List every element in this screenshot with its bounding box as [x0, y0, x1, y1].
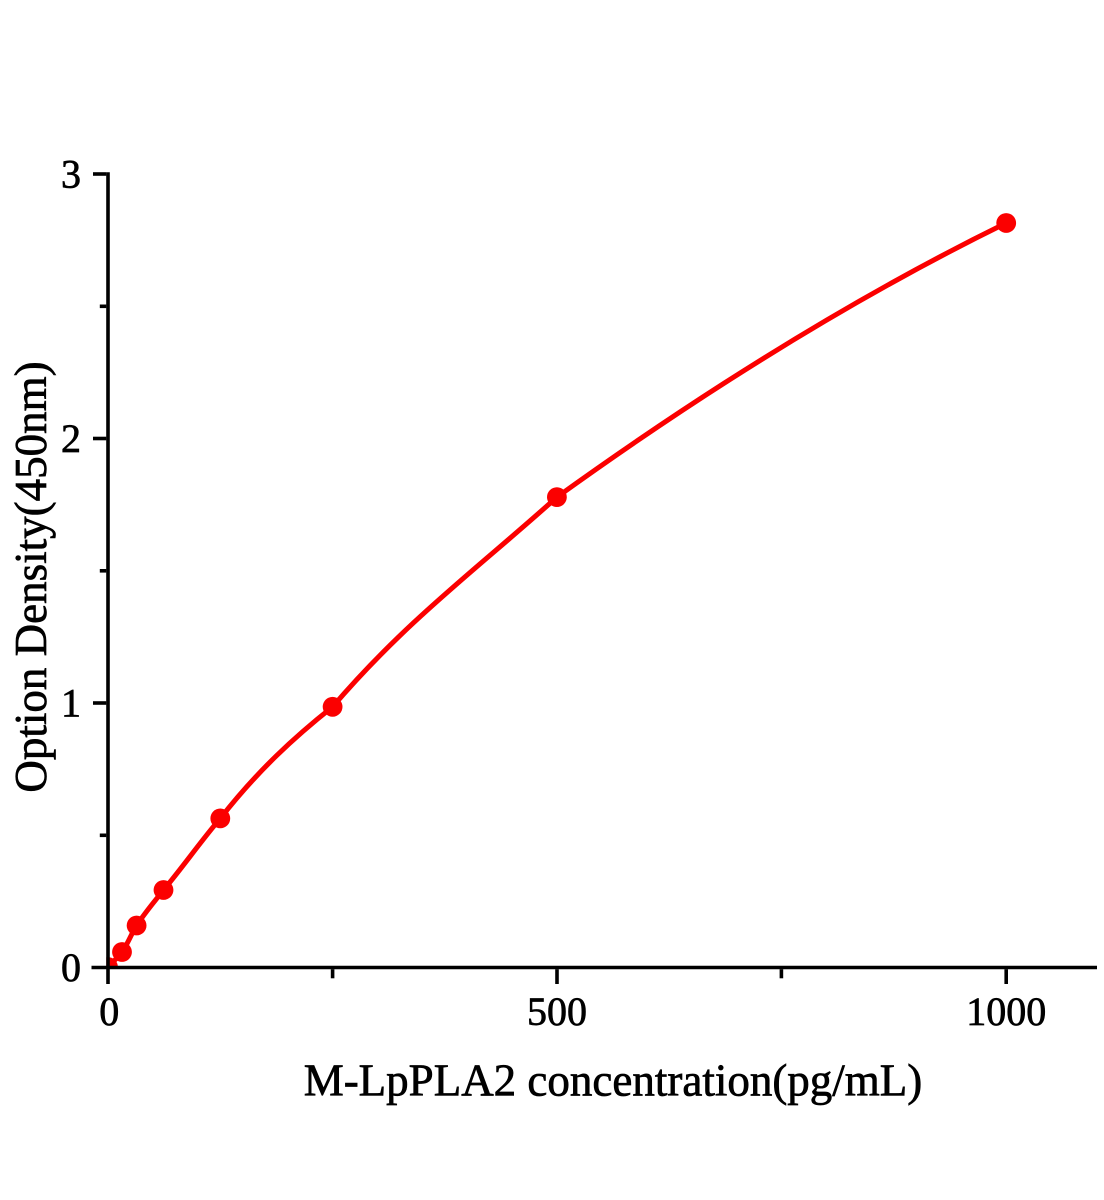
svg-text:1000: 1000 [966, 989, 1046, 1034]
svg-text:3: 3 [61, 151, 81, 196]
svg-text:M-LpPLA2 concentration(pg/mL): M-LpPLA2 concentration(pg/mL) [304, 1056, 923, 1106]
svg-text:Option Density(450nm): Option Density(450nm) [6, 361, 56, 792]
svg-text:2: 2 [61, 416, 81, 461]
svg-text:0: 0 [99, 989, 119, 1034]
svg-text:500: 500 [527, 989, 587, 1034]
svg-text:1: 1 [61, 680, 81, 725]
svg-text:0: 0 [61, 945, 81, 990]
